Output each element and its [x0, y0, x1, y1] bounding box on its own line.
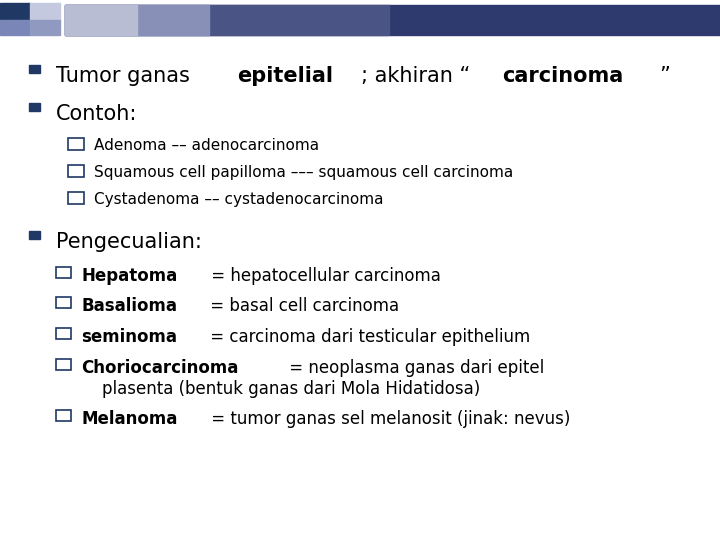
Text: epitelial: epitelial	[238, 66, 333, 86]
Text: = neoplasma ganas dari epitel: = neoplasma ganas dari epitel	[284, 359, 544, 376]
FancyBboxPatch shape	[68, 138, 84, 150]
Bar	[29, 231, 40, 240]
Text: Cystadenoma –– cystadenocarcinoma: Cystadenoma –– cystadenocarcinoma	[94, 192, 383, 207]
FancyBboxPatch shape	[68, 192, 84, 204]
Text: carcinoma: carcinoma	[503, 66, 624, 86]
FancyBboxPatch shape	[56, 359, 71, 369]
FancyBboxPatch shape	[56, 297, 71, 308]
Bar	[65, 5, 720, 35]
Bar	[65, 5, 389, 35]
Text: Tumor ganas: Tumor ganas	[56, 66, 197, 86]
Bar	[65, 5, 137, 35]
Bar	[30, 3, 60, 20]
Text: Hepatoma: Hepatoma	[81, 267, 178, 285]
Text: Basalioma: Basalioma	[81, 297, 177, 315]
Text: Squamous cell papilloma ––– squamous cell carcinoma: Squamous cell papilloma ––– squamous cel…	[94, 165, 513, 180]
Bar	[30, 20, 60, 35]
Text: seminoma: seminoma	[81, 328, 177, 346]
Bar	[29, 65, 40, 73]
Bar	[0, 20, 30, 35]
Bar	[65, 5, 209, 35]
Bar	[0, 3, 30, 20]
FancyBboxPatch shape	[56, 328, 71, 339]
Text: Choriocarcinoma: Choriocarcinoma	[81, 359, 239, 376]
Text: = hepatocellular carcinoma: = hepatocellular carcinoma	[205, 267, 441, 285]
Text: = basal cell carcinoma: = basal cell carcinoma	[205, 297, 400, 315]
Text: Adenoma –– adenocarcinoma: Adenoma –– adenocarcinoma	[94, 138, 319, 153]
FancyBboxPatch shape	[68, 165, 84, 177]
Text: = carcinoma dari testicular epithelium: = carcinoma dari testicular epithelium	[205, 328, 531, 346]
Text: = tumor ganas sel melanosit (jinak: nevus): = tumor ganas sel melanosit (jinak: nevu…	[206, 410, 570, 428]
Text: Pengecualian:: Pengecualian:	[56, 232, 202, 252]
FancyBboxPatch shape	[56, 267, 71, 278]
FancyBboxPatch shape	[56, 410, 71, 421]
Text: ; akhiran “: ; akhiran “	[361, 66, 471, 86]
Bar	[29, 103, 40, 111]
Text: Melanoma: Melanoma	[81, 410, 178, 428]
Text: plasenta (bentuk ganas dari Mola Hidatidosa): plasenta (bentuk ganas dari Mola Hidatid…	[81, 380, 481, 398]
Text: Contoh:: Contoh:	[56, 104, 138, 124]
Text: ”: ”	[659, 66, 670, 86]
